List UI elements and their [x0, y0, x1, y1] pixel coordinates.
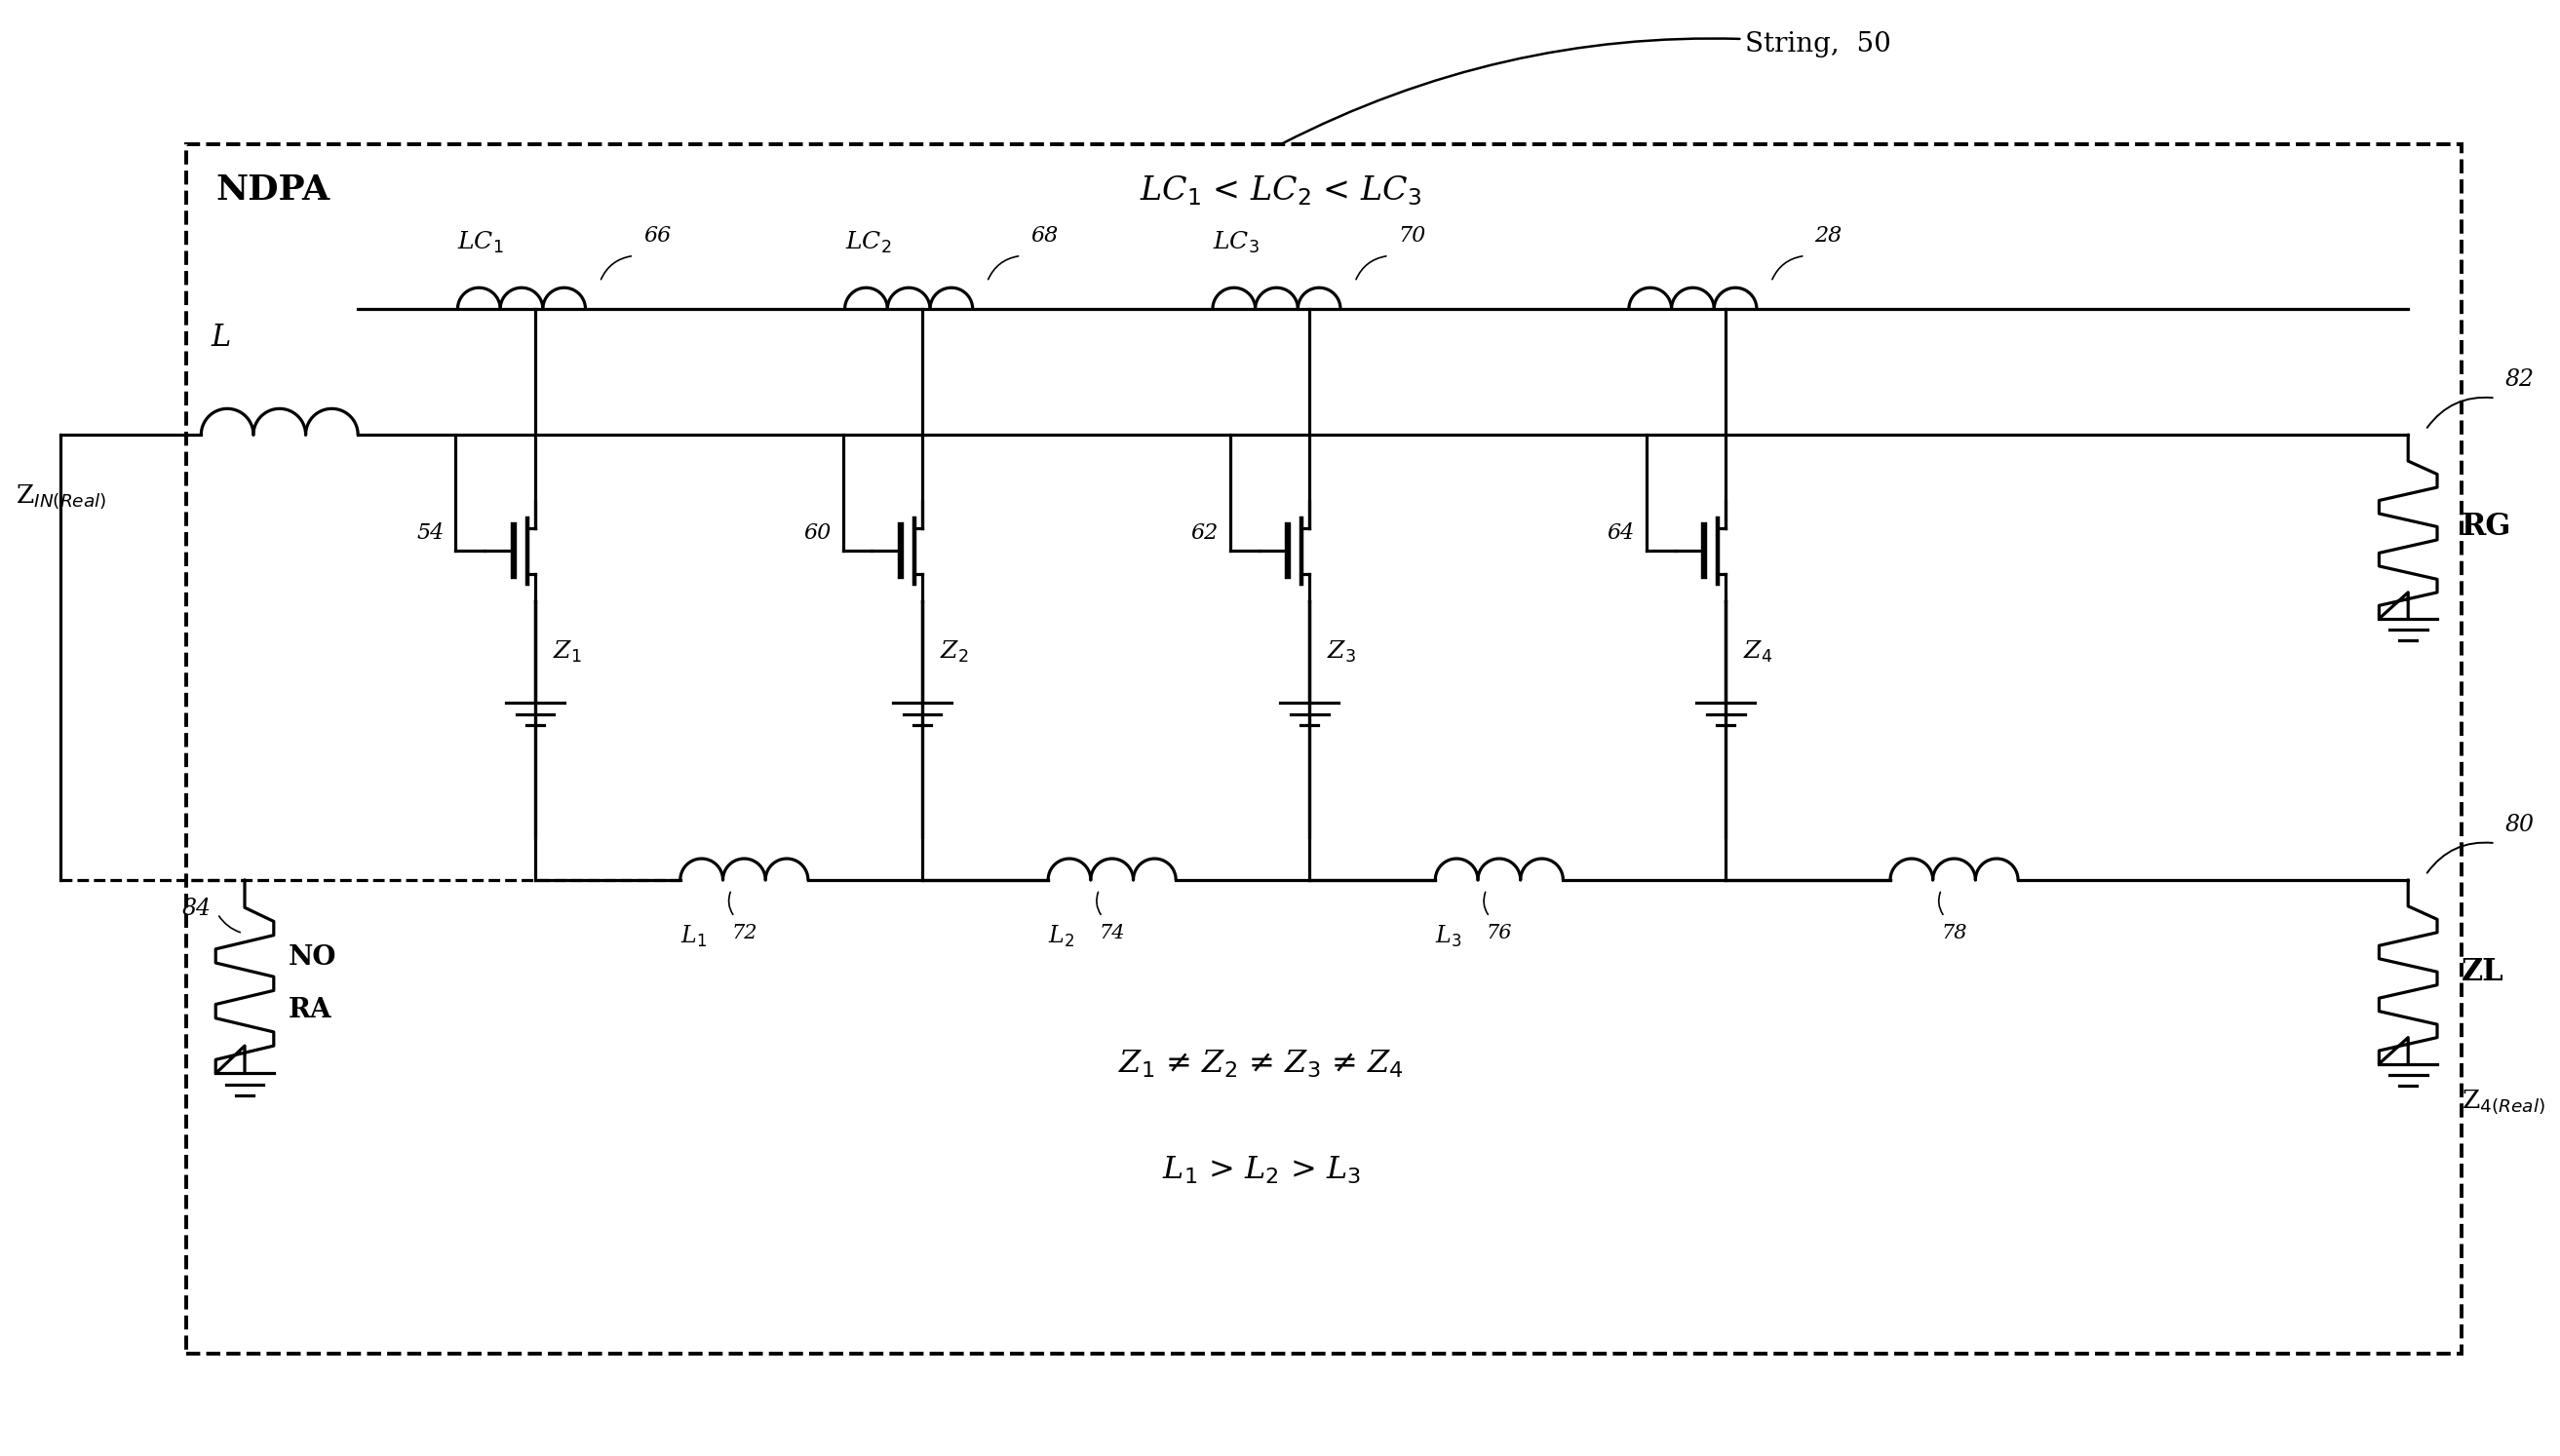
Text: Z$_1$: Z$_1$ — [553, 639, 581, 665]
Text: 62: 62 — [1190, 523, 1219, 545]
Text: L$_3$: L$_3$ — [1436, 923, 1462, 949]
Text: 60: 60 — [804, 523, 832, 545]
Text: 80: 80 — [2504, 814, 2534, 836]
Text: 68: 68 — [1032, 224, 1057, 246]
Text: 70: 70 — [1398, 224, 1426, 246]
Text: Z$_{4(Real)}$: Z$_{4(Real)}$ — [2460, 1088, 2545, 1115]
Text: RA: RA — [289, 997, 333, 1024]
Text: 74: 74 — [1098, 923, 1124, 942]
Text: 82: 82 — [2504, 368, 2534, 392]
Text: L: L — [210, 322, 230, 352]
Text: LC$_3$: LC$_3$ — [1213, 230, 1260, 256]
Text: Z$_{IN(Real)}$: Z$_{IN(Real)}$ — [15, 483, 108, 511]
Text: RG: RG — [2460, 511, 2511, 542]
Text: 78: 78 — [1940, 923, 1966, 942]
Text: 84: 84 — [182, 898, 210, 920]
Text: 28: 28 — [1815, 224, 1843, 246]
Text: Z$_4$: Z$_4$ — [1743, 639, 1772, 665]
Text: L$_1$: L$_1$ — [681, 923, 707, 949]
Text: Z$_3$: Z$_3$ — [1326, 639, 1357, 665]
Text: 72: 72 — [732, 923, 758, 942]
Text: 64: 64 — [1608, 523, 1636, 545]
Text: 76: 76 — [1487, 923, 1513, 942]
Text: 54: 54 — [417, 523, 443, 545]
Text: LC$_1$: LC$_1$ — [458, 230, 504, 256]
Text: LC$_2$: LC$_2$ — [845, 230, 891, 256]
Text: Z$_1$ ≠ Z$_2$ ≠ Z$_3$ ≠ Z$_4$: Z$_1$ ≠ Z$_2$ ≠ Z$_3$ ≠ Z$_4$ — [1119, 1048, 1403, 1079]
Text: 66: 66 — [643, 224, 671, 246]
Text: NDPA: NDPA — [215, 173, 330, 207]
Text: L$_2$: L$_2$ — [1047, 923, 1075, 949]
Text: NO: NO — [289, 943, 335, 971]
Text: L$_1$ > L$_2$ > L$_3$: L$_1$ > L$_2$ > L$_3$ — [1162, 1155, 1359, 1187]
Text: LC$_1$ < LC$_2$ < LC$_3$: LC$_1$ < LC$_2$ < LC$_3$ — [1139, 173, 1421, 207]
Text: String,  50: String, 50 — [1283, 31, 1892, 143]
Text: Z$_2$: Z$_2$ — [940, 639, 968, 665]
Text: ZL: ZL — [2460, 957, 2504, 987]
